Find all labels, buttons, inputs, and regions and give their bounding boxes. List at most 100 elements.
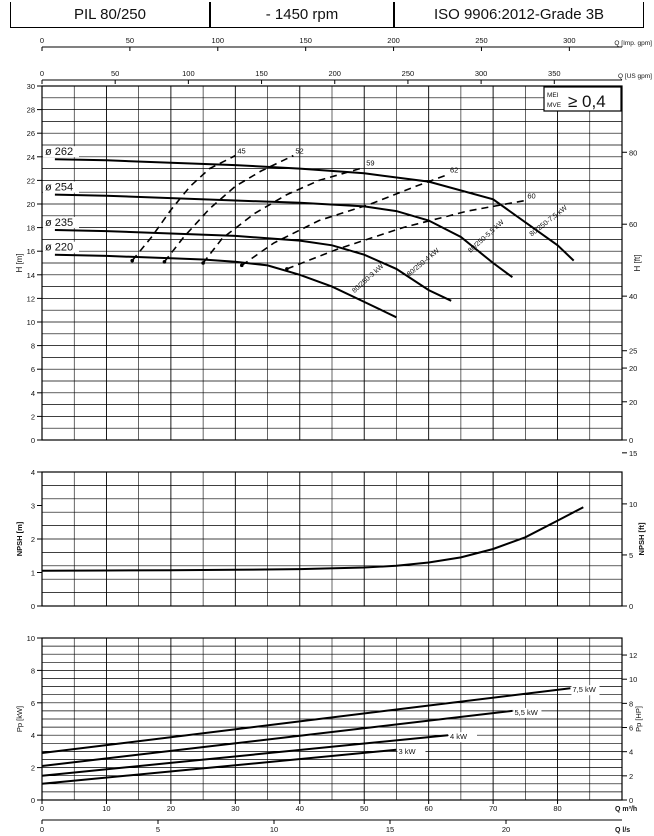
- imp-gpm-axis-tick-label: 50: [126, 36, 134, 45]
- efficiency-label: 62: [450, 166, 458, 175]
- head-curve: [54, 253, 397, 319]
- npsh-rtick-label: 10: [629, 500, 637, 509]
- head-ytick-label: 24: [27, 153, 35, 162]
- impeller-label-bg: [43, 181, 79, 193]
- mei-box: [543, 86, 622, 112]
- efficiency-curve: [163, 154, 294, 263]
- head-ylabel: H [m]: [15, 253, 24, 272]
- npsh-rtick-label: 25: [629, 347, 637, 356]
- power-rtick-label: 0: [629, 796, 633, 805]
- head-curve: [54, 193, 513, 279]
- ls-tick-label: 15: [386, 825, 394, 834]
- impeller-label-bg: [43, 146, 79, 158]
- head-ytick-label: 20: [27, 200, 35, 209]
- us-gpm-axis-tick-label: 150: [255, 69, 268, 78]
- power-ytick-label: 4: [31, 731, 35, 740]
- efficiency-curve: [202, 166, 365, 264]
- head-ytick-label: 16: [27, 247, 35, 256]
- head-ytick-label: 30: [27, 82, 35, 91]
- imp-gpm-axis-label: Q [Imp. gpm]: [614, 40, 652, 47]
- curve-kw-label: 80/250-5,5 kW: [467, 219, 506, 255]
- power-rtick-label: 6: [629, 724, 633, 733]
- efficiency-label: 52: [295, 147, 303, 156]
- us-gpm-axis-tick-label: 350: [548, 69, 561, 78]
- efficiency-point: [201, 261, 205, 265]
- head-rtick-label: 60: [629, 220, 637, 229]
- efficiency-curve: [286, 199, 526, 270]
- head-rtick-label: 20: [629, 364, 637, 373]
- mei-value: ≥ 0,4: [568, 92, 606, 111]
- x-axis-label: Q m³/h: [615, 806, 637, 813]
- head-ytick-label: 14: [27, 271, 35, 280]
- head-rtick-label: 40: [629, 292, 637, 301]
- mei-label: MEI: [547, 92, 559, 99]
- ls-tick-label: 5: [156, 825, 160, 834]
- head-ytick-label: 22: [27, 176, 35, 185]
- power-ylabel: Pp [kW]: [15, 706, 24, 732]
- power-curve: [41, 734, 449, 777]
- head-ytick-label: 28: [27, 106, 35, 115]
- us-gpm-axis-tick-label: 200: [328, 69, 341, 78]
- power-label-bg: [397, 746, 426, 757]
- us-gpm-axis-tick-label: 100: [182, 69, 195, 78]
- npsh-ytick-label: 2: [31, 535, 35, 544]
- impeller-label: ø 235: [45, 217, 73, 229]
- us-gpm-axis-label: Q [US gpm]: [618, 73, 652, 80]
- efficiency-label: 45: [237, 147, 245, 156]
- model-cell: PIL 80/250: [10, 2, 210, 28]
- imp-gpm-axis-tick-label: 150: [299, 36, 312, 45]
- npsh-ytick-label: 1: [31, 569, 35, 578]
- power-ytick-label: 6: [31, 699, 35, 708]
- efficiency-curve: [241, 173, 449, 267]
- power-label-bg: [571, 685, 600, 696]
- x-tick-label: 0: [40, 804, 44, 813]
- x-tick-label: 20: [167, 804, 175, 813]
- npsh-ytick-label: 0: [31, 602, 35, 611]
- head-rtick-label: 0: [629, 436, 633, 445]
- npsh-ytick-label: 3: [31, 502, 35, 511]
- power-curve: [41, 748, 397, 785]
- power-ytick-label: 10: [27, 634, 35, 643]
- standard-cell: ISO 9906:2012-Grade 3B: [394, 2, 644, 28]
- power-rtick-label: 8: [629, 699, 633, 708]
- head-ytick-label: 0: [31, 436, 35, 445]
- imp-gpm-axis-tick-label: 200: [387, 36, 400, 45]
- imp-gpm-axis-tick-label: 300: [563, 36, 576, 45]
- us-gpm-axis-tick-label: 50: [111, 69, 119, 78]
- imp-gpm-axis-tick-label: 100: [212, 36, 225, 45]
- power-label-bg: [513, 707, 542, 718]
- x-tick-label: 10: [102, 804, 110, 813]
- head-frame: [41, 85, 623, 441]
- npsh-rtick-label: 5: [629, 551, 633, 560]
- power-rtick-label: 12: [629, 651, 637, 660]
- imp-gpm-axis-tick-label: 250: [475, 36, 488, 45]
- head-ytick-label: 2: [31, 412, 35, 421]
- us-gpm-axis-tick-label: 250: [402, 69, 415, 78]
- power-ytick-label: 2: [31, 764, 35, 773]
- ls-tick-label: 0: [40, 825, 44, 834]
- head-ytick-label: 4: [31, 389, 35, 398]
- npsh-ylabel: NPSH [m]: [15, 521, 24, 556]
- power-ytick-label: 0: [31, 796, 35, 805]
- power-curve: [41, 687, 571, 754]
- head-ytick-label: 26: [27, 129, 35, 138]
- head-ytick-label: 6: [31, 365, 35, 374]
- x-tick-label: 40: [296, 804, 304, 813]
- x-tick-label: 30: [231, 804, 239, 813]
- efficiency-point: [130, 258, 135, 263]
- head-ytick-label: 18: [27, 224, 35, 233]
- x-tick-label: 70: [489, 804, 497, 813]
- efficiency-point: [239, 263, 244, 268]
- speed-cell: - 1450 rpm: [210, 2, 394, 28]
- npsh-curve: [41, 506, 584, 572]
- power-frame: [41, 637, 623, 801]
- x-tick-label: 80: [553, 804, 561, 813]
- header-bar: PIL 80/250 - 1450 rpm ISO 9906:2012-Grad…: [0, 0, 654, 32]
- efficiency-label: 59: [366, 158, 374, 167]
- power-curve-label: 5,5 kW: [514, 708, 538, 717]
- impeller-label: ø 254: [45, 182, 73, 194]
- impeller-label: ø 220: [45, 242, 73, 254]
- us-gpm-axis-tick-label: 300: [475, 69, 488, 78]
- npsh-ytick-label: 4: [31, 468, 35, 477]
